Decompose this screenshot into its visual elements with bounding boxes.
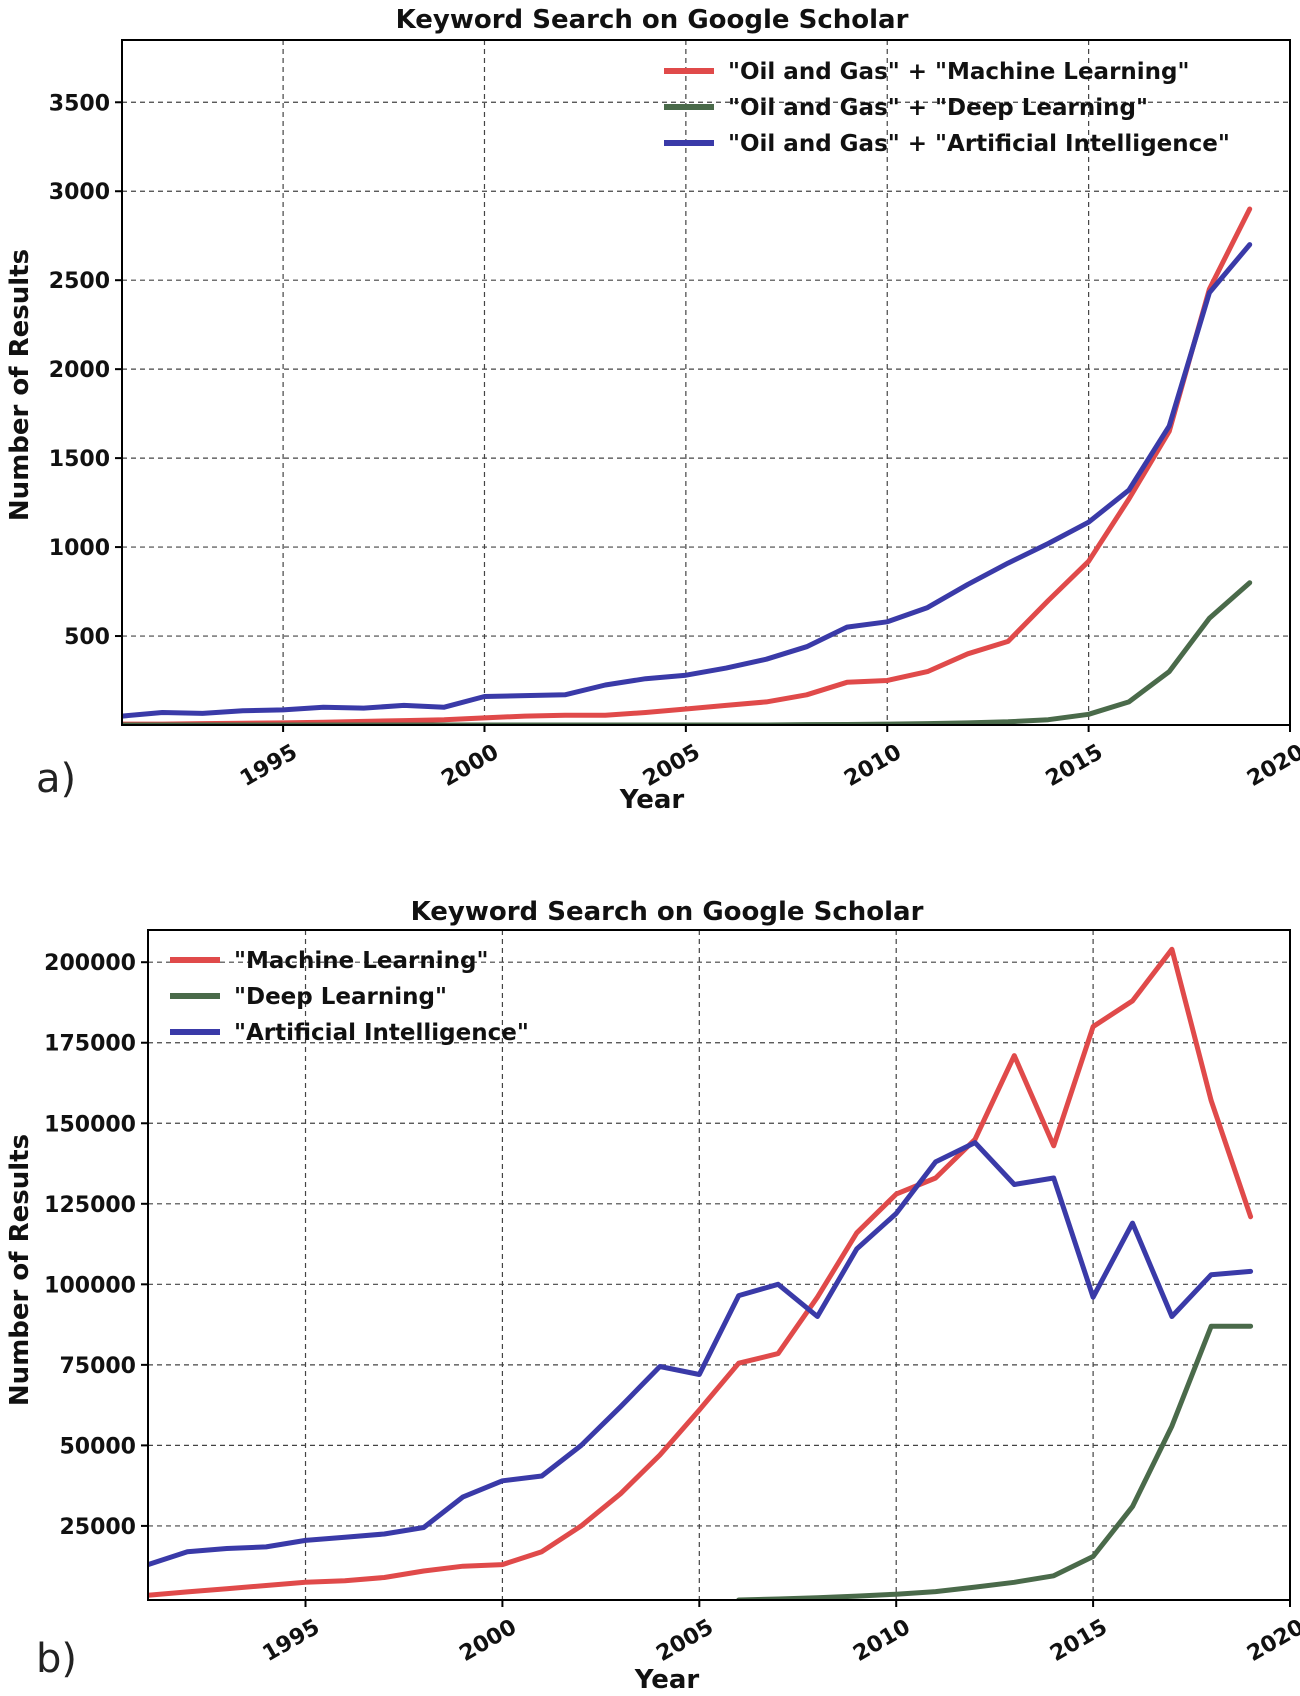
chart-b-ylabel: Number of Results <box>5 1134 35 1406</box>
chart-b-title: Keyword Search on Google Scholar <box>411 897 924 927</box>
chart-b-y-tick-label: 175000 <box>44 1032 136 1057</box>
chart-a-y-tick-label: 1000 <box>49 536 110 561</box>
chart-a-x-tick-label: 1995 <box>236 740 302 792</box>
chart-a-x-tick-label: 2015 <box>1042 740 1108 792</box>
chart-a-x-tick-label: 2010 <box>840 740 906 792</box>
chart-a-x-tick-label: 2000 <box>438 740 504 792</box>
chart-a-xlabel: Year <box>619 785 685 815</box>
chart-a-y-tick-label: 500 <box>64 625 110 650</box>
chart-a-legend-label-2: "Oil and Gas" + "Artificial Intelligence… <box>728 131 1230 157</box>
chart-a-x-tick-label: 2020 <box>1243 740 1300 792</box>
chart-a-y-tick-label: 2500 <box>49 269 110 294</box>
chart-a-y-tick-label: 1500 <box>49 447 110 472</box>
chart-a-plot-frame <box>121 39 1291 726</box>
chart-b-y-tick-label: 100000 <box>44 1273 136 1298</box>
chart-b-x-tick-label: 2005 <box>652 1615 718 1667</box>
chart-b-series-line-2 <box>148 1140 1254 1568</box>
chart-a-y-tick-label: 2000 <box>49 358 110 383</box>
chart-b-panel-label: b) <box>36 1636 77 1682</box>
chart-b-y-tick-label: 25000 <box>59 1515 136 1540</box>
chart-b-x-tick-label: 2015 <box>1046 1615 1112 1667</box>
chart-b-xlabel: Year <box>634 1665 700 1695</box>
chart-b-x-tick-label: 1995 <box>259 1615 325 1667</box>
chart-a-series-line-2 <box>122 242 1253 719</box>
chart-a-series-line-1 <box>122 580 1253 725</box>
chart-b-y-tick-label: 150000 <box>44 1112 136 1137</box>
chart-a-y-tick-label: 3000 <box>49 180 110 205</box>
chart-b-plot-frame <box>147 929 1291 1601</box>
chart-b-y-tick-label: 200000 <box>44 951 136 976</box>
chart-b-x-tick-label: 2000 <box>455 1615 521 1667</box>
chart-a-y-tick-label: 3500 <box>49 91 110 116</box>
chart-a-title: Keyword Search on Google Scholar <box>396 5 909 35</box>
chart-b-plot: 1995 2000 2005 2010 2015 2020 25000 50000 75000 1… <box>44 929 1300 1667</box>
chart-a-ylabel: Number of Results <box>5 249 35 521</box>
chart-b-y-tick-label: 75000 <box>59 1354 136 1379</box>
chart-b-y-tick-label: 50000 <box>59 1434 136 1459</box>
chart-b-x-tick-label: 2010 <box>849 1615 915 1667</box>
chart-a-panel-label: a) <box>36 756 76 802</box>
chart-b-legend-label-2: "Artificial Intelligence" <box>234 1020 529 1046</box>
chart-b-y-tick-label: 125000 <box>44 1193 136 1218</box>
chart-b-series-line-0 <box>148 946 1254 1598</box>
chart-b-x-tick-label: 2020 <box>1243 1615 1300 1667</box>
chart-b-legend-label-1: "Deep Learning" <box>234 984 447 1010</box>
chart-b-series-line-1 <box>736 1323 1254 1600</box>
chart-a-plot: 1995 2000 2005 2010 2015 20205001000150020002… <box>49 39 1300 792</box>
chart-a-legend-label-1: "Oil and Gas" + "Deep Learning" <box>728 95 1148 121</box>
chart-a-legend-label-0: "Oil and Gas" + "Machine Learning" <box>728 59 1190 85</box>
chart-b-legend-label-0: "Machine Learning" <box>234 948 488 974</box>
